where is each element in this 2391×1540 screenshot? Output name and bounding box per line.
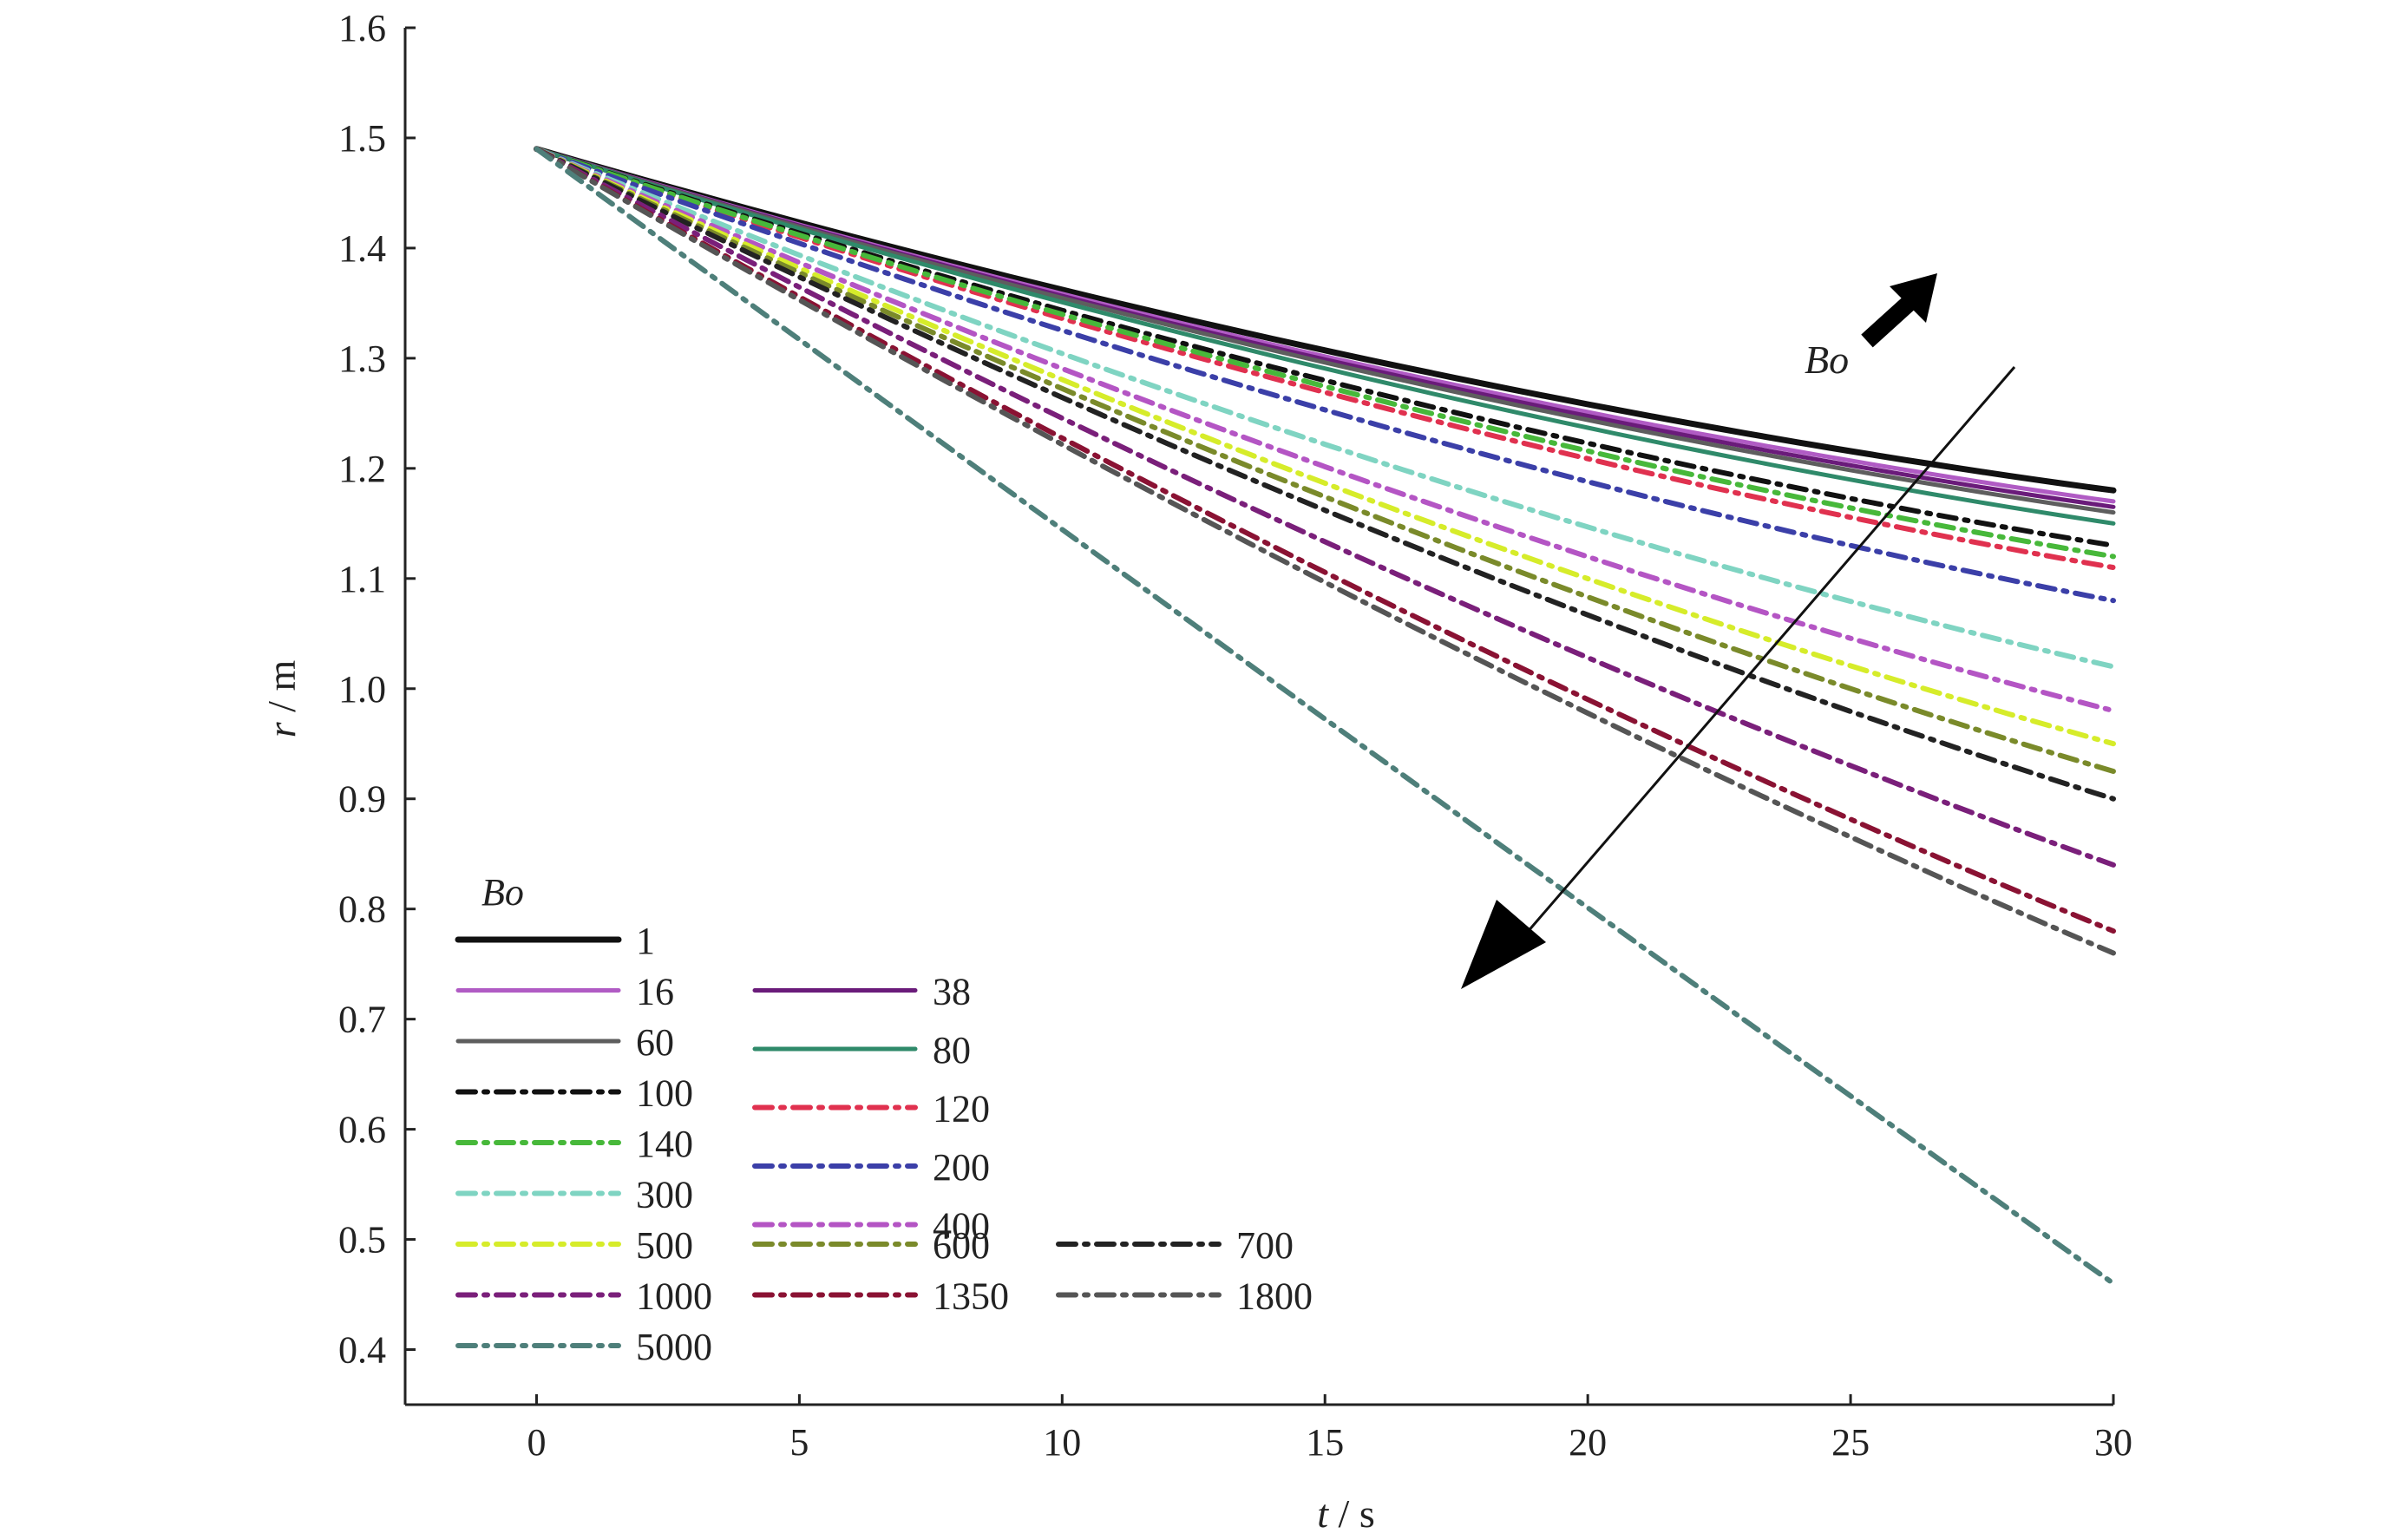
series-line-500 (534, 146, 2116, 747)
series-line-5000 (534, 146, 2116, 1287)
series-line-400 (534, 146, 2116, 714)
x-tick-label: 5 (789, 1421, 809, 1464)
annotation-arrowhead-up (1890, 273, 1937, 323)
legend-label-600: 600 (933, 1224, 990, 1267)
series-line-300 (534, 146, 2116, 670)
y-tick-label: 1.6 (338, 7, 386, 49)
annotation-arrowhead-down (1461, 900, 1546, 989)
legend-label-1000: 1000 (636, 1275, 712, 1318)
legend-label-16: 16 (636, 971, 674, 1013)
series-layer (534, 146, 2117, 1287)
legend-label-1350: 1350 (933, 1275, 1009, 1318)
y-tick-label: 0.5 (338, 1219, 386, 1261)
legend-label-200: 200 (933, 1146, 990, 1189)
y-tick-label: 1.2 (338, 448, 386, 490)
annotation-layer: Bo (1461, 273, 2016, 989)
series-line-1000 (534, 146, 2116, 868)
x-tick-label: 0 (527, 1421, 546, 1464)
legend-label-1: 1 (636, 920, 655, 962)
annotation-arrow-line (1525, 366, 2016, 934)
series-line-600 (534, 146, 2116, 774)
y-tick-label: 0.4 (338, 1329, 386, 1372)
y-axis-label: r / m (259, 660, 304, 738)
y-tick-label: 1.1 (338, 558, 386, 600)
legend-label-80: 80 (933, 1029, 971, 1071)
x-axis-label: t / s (1317, 1491, 1374, 1536)
x-tick-label: 30 (2094, 1421, 2132, 1464)
y-axis-label-group: r / m (259, 660, 304, 738)
y-tick-label: 1.5 (338, 117, 386, 160)
legend-label-1800: 1800 (1236, 1275, 1313, 1318)
series-line-140 (534, 146, 2116, 560)
y-tick-label: 0.6 (338, 1109, 386, 1151)
y-tick-label: 1.4 (338, 227, 386, 270)
x-tick-label: 15 (1306, 1421, 1344, 1464)
legend-title: Bo (481, 871, 524, 914)
y-tick-label: 1.0 (338, 668, 386, 711)
series-line-200 (534, 146, 2116, 604)
x-tick-label: 20 (1569, 1421, 1607, 1464)
series-line-80 (534, 147, 2116, 526)
series-line-1350 (534, 146, 2116, 934)
x-tick-label: 25 (1831, 1421, 1870, 1464)
legend-label-120: 120 (933, 1088, 990, 1130)
legend-label-5000: 5000 (636, 1326, 712, 1368)
legend: Bo 1 16 38 60 80 100 120 140 200 300 400 500 600 700 10… (455, 871, 1313, 1368)
y-tick-label: 0.7 (338, 999, 386, 1041)
legend-label-38: 38 (933, 971, 971, 1013)
legend-label-140: 140 (636, 1123, 693, 1165)
y-tick-label: 0.9 (338, 778, 386, 821)
annotation-arrow-up-shaft (1861, 292, 1919, 348)
series-line-700 (534, 146, 2116, 802)
legend-label-100: 100 (636, 1072, 693, 1115)
series-line-1800 (534, 146, 2116, 956)
y-tick-label: 0.8 (338, 888, 386, 931)
y-tick-label: 1.3 (338, 337, 386, 380)
legend-label-300: 300 (636, 1174, 693, 1216)
axes: 0.4 0.5 0.6 0.7 0.8 0.9 1.0 1.1 1.2 1.3 1.4 1.5 1.6 0… (259, 7, 2132, 1536)
legend-label-500: 500 (636, 1224, 693, 1267)
annotation-label: Bo (1805, 337, 1849, 382)
x-tick-label: 10 (1043, 1421, 1081, 1464)
legend-label-60: 60 (636, 1021, 674, 1064)
legend-label-700: 700 (1236, 1224, 1294, 1267)
legend-label-400: 400 (933, 1205, 990, 1248)
